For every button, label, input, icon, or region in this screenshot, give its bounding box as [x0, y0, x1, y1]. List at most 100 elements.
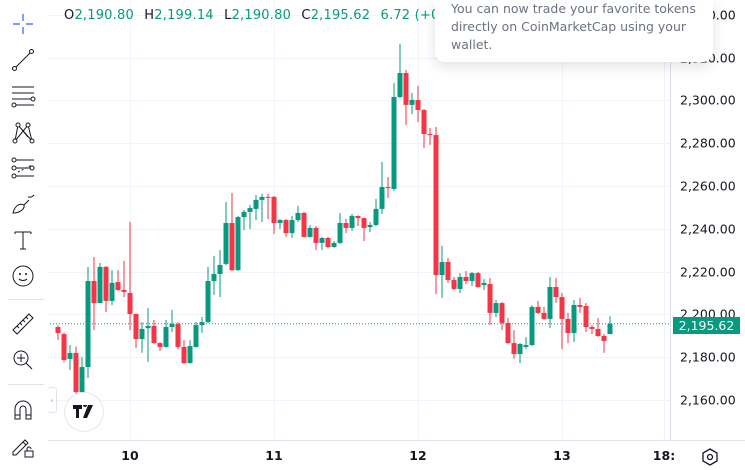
candle-body — [145, 325, 151, 329]
candle-body — [109, 282, 115, 301]
candle-body — [295, 212, 301, 221]
lock-drawing-tool[interactable] — [8, 431, 38, 461]
high-value: 2,199.14 — [154, 8, 214, 23]
lock-drawing-icon — [12, 439, 34, 458]
candle-body — [577, 304, 583, 307]
candle-body — [343, 223, 349, 228]
candle — [403, 70, 409, 126]
candle-body — [241, 211, 247, 218]
collapse-toolbar-button[interactable]: ‹ — [47, 387, 57, 413]
candle — [577, 297, 583, 313]
candle-body — [169, 324, 175, 328]
candle-body — [319, 238, 325, 243]
candle-body — [373, 208, 379, 225]
magnet-tool[interactable] — [8, 395, 38, 425]
price-tick-label: 2,180.00 — [680, 350, 736, 365]
text-tool[interactable] — [8, 225, 38, 255]
candle — [451, 276, 457, 291]
candle-body — [583, 306, 589, 328]
candle — [547, 276, 553, 329]
candle — [457, 273, 463, 293]
low-value: 2,190.80 — [231, 8, 292, 23]
candle — [481, 279, 487, 291]
time-tick-label: 18: — [653, 448, 675, 463]
candle-body — [229, 223, 235, 271]
candle-body — [199, 322, 205, 326]
candle — [505, 318, 511, 344]
zoom-in-tool[interactable] — [8, 345, 38, 375]
price-axis[interactable]: 2,160.002,180.002,200.002,220.002,240.00… — [680, 8, 736, 408]
candle — [421, 108, 427, 148]
tradingview-logo[interactable] — [64, 392, 104, 432]
candle-body — [565, 318, 571, 334]
candle-body — [403, 73, 409, 105]
candle-body — [397, 73, 403, 97]
candle — [151, 319, 157, 344]
candle-body — [499, 303, 505, 323]
ohlc-legend: O2,190.80 H2,199.14 L2,190.80 C2,195.62 … — [64, 8, 467, 23]
candle — [367, 221, 373, 233]
candle-body — [433, 135, 439, 276]
candle — [499, 301, 505, 331]
candle — [241, 209, 247, 231]
candle-body — [259, 196, 265, 200]
settings-icon[interactable] — [700, 447, 720, 467]
candle — [187, 340, 193, 365]
brush-tool[interactable] — [8, 189, 38, 219]
candle-body — [289, 220, 295, 234]
candle-body — [67, 352, 73, 359]
text-icon — [14, 231, 32, 250]
candle — [355, 215, 361, 227]
time-axis[interactable]: 10 11 12 13 18: — [121, 448, 675, 463]
candle-body — [85, 281, 91, 368]
candle — [583, 303, 589, 332]
candle — [553, 278, 559, 304]
candle-body — [421, 110, 427, 134]
candle — [199, 316, 205, 334]
candle-body — [571, 304, 577, 334]
candle-body — [91, 281, 97, 304]
trend-line-tool[interactable] — [8, 45, 38, 75]
candle-body — [175, 324, 181, 347]
candle-body — [61, 334, 67, 360]
candles — [55, 43, 613, 399]
candle — [541, 306, 547, 320]
candle-body — [385, 187, 391, 189]
ruler-tool[interactable] — [8, 309, 38, 339]
candle — [607, 316, 613, 335]
candle-body — [427, 133, 433, 136]
candle — [139, 322, 145, 353]
toolbar-divider — [8, 384, 44, 385]
candle-body — [205, 281, 211, 323]
candle-body — [223, 223, 229, 264]
candle-body — [505, 322, 511, 344]
candle — [235, 215, 241, 271]
last-price-label: 2,195.62 — [673, 317, 740, 334]
pattern-tool[interactable] — [8, 117, 38, 147]
emoji-tool[interactable] — [8, 261, 38, 291]
price-tick-label: 2,160.00 — [680, 393, 736, 408]
candle-body — [97, 266, 103, 304]
candle — [469, 272, 475, 286]
candle-body — [391, 96, 397, 189]
fib-tool[interactable] — [8, 153, 38, 183]
candle-body — [511, 343, 517, 354]
candle-body — [301, 212, 307, 237]
candle-body — [541, 312, 547, 319]
candle-body — [445, 261, 451, 280]
candle — [433, 126, 439, 295]
candle-body — [523, 345, 529, 347]
candle-body — [181, 346, 187, 363]
candle — [445, 257, 451, 283]
brush-icon — [12, 194, 35, 214]
horizontal-lines-icon — [11, 86, 36, 108]
candle-body — [331, 242, 337, 247]
candle-body — [481, 282, 487, 286]
horizontal-lines-tool[interactable] — [8, 81, 38, 111]
candle — [427, 128, 433, 145]
crosshair-tool[interactable] — [8, 9, 38, 39]
candle — [361, 217, 367, 241]
candle-body — [487, 284, 493, 313]
candle-body — [151, 325, 157, 344]
